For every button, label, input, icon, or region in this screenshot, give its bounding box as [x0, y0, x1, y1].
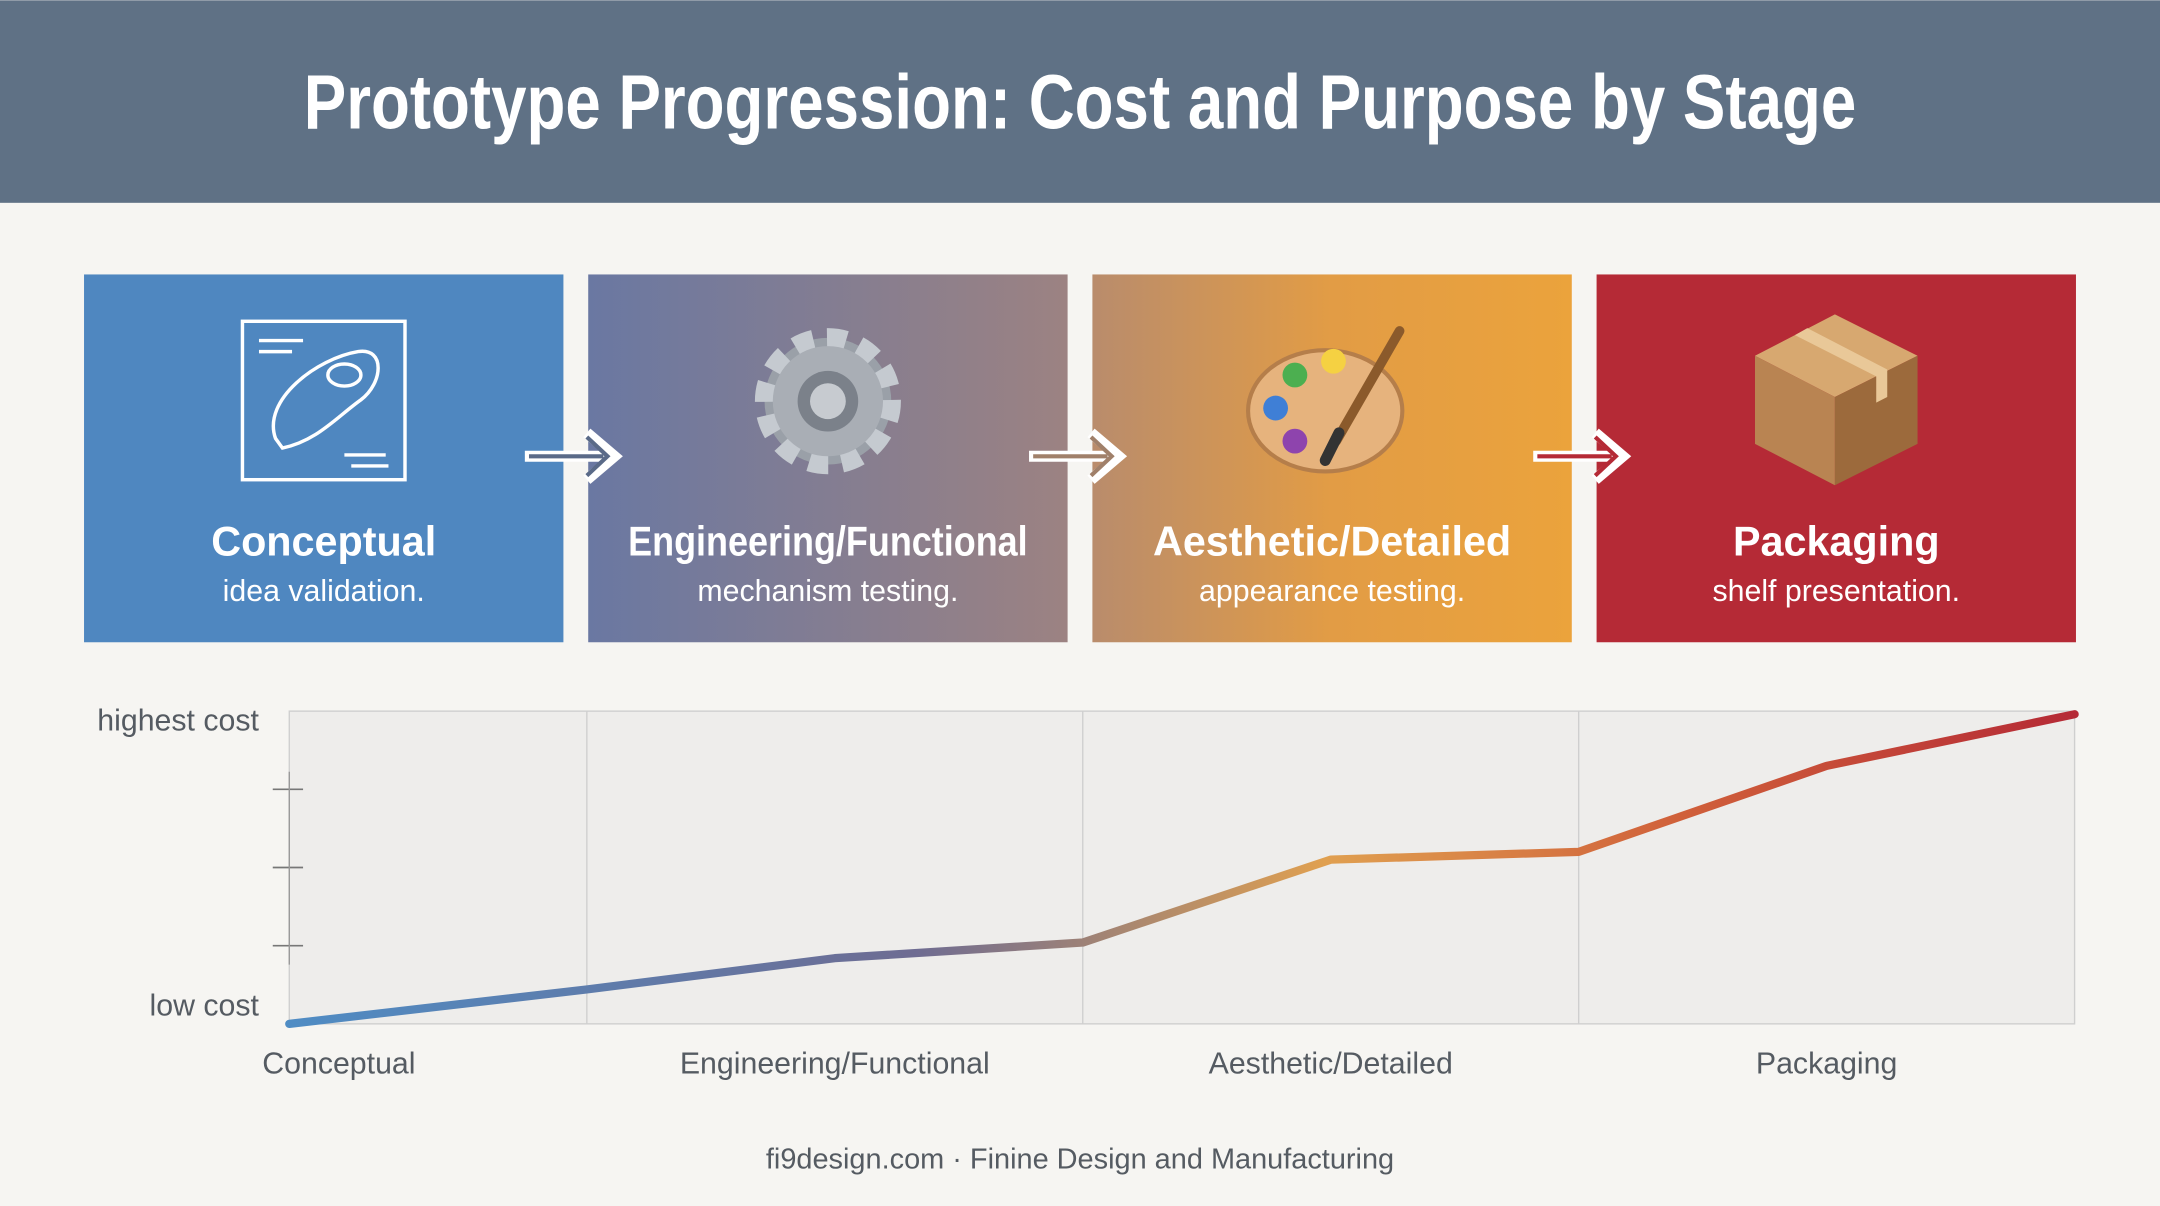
x-tick-label: Conceptual	[262, 1047, 415, 1080]
stage-name: Conceptual	[211, 518, 436, 564]
icon-palette	[1245, 326, 1405, 474]
stage-name: Aesthetic/Detailed	[1153, 518, 1511, 564]
x-tick-label: Packaging	[1756, 1047, 1897, 1080]
icon-box	[1755, 314, 1918, 486]
header-bar	[0, 0, 2160, 203]
arrows	[524, 428, 1632, 484]
footer: fi9design.com · Finine Design and Manufa…	[766, 1143, 1394, 1175]
stage-description: idea validation.	[223, 575, 425, 608]
y-tick-label: low cost	[150, 990, 260, 1023]
stage-description: mechanism testing.	[697, 575, 958, 608]
x-tick-label: Engineering/Functional	[680, 1047, 990, 1080]
cost-chart: low cost highest cost Conceptual Engineerin…	[97, 704, 2079, 1080]
icon-gear	[754, 328, 901, 475]
icon-sketch	[240, 319, 407, 482]
stage-card	[84, 274, 564, 643]
stage-description: shelf presentation.	[1712, 575, 1960, 608]
plot-area	[288, 710, 2076, 1025]
x-tick-label: Aesthetic/Detailed	[1209, 1047, 1453, 1080]
stage-description: appearance testing.	[1199, 575, 1465, 608]
page-title: Prototype Progression: Cost and Purpose …	[304, 59, 1857, 145]
arrow	[1537, 435, 1619, 478]
arrow	[528, 435, 611, 478]
stage-name: Packaging	[1733, 518, 1940, 564]
arrow	[1033, 435, 1115, 478]
cost-line	[285, 710, 2079, 1028]
y-tick-label: highest cost	[97, 704, 259, 737]
stage-name: Engineering/Functional	[628, 518, 1027, 564]
